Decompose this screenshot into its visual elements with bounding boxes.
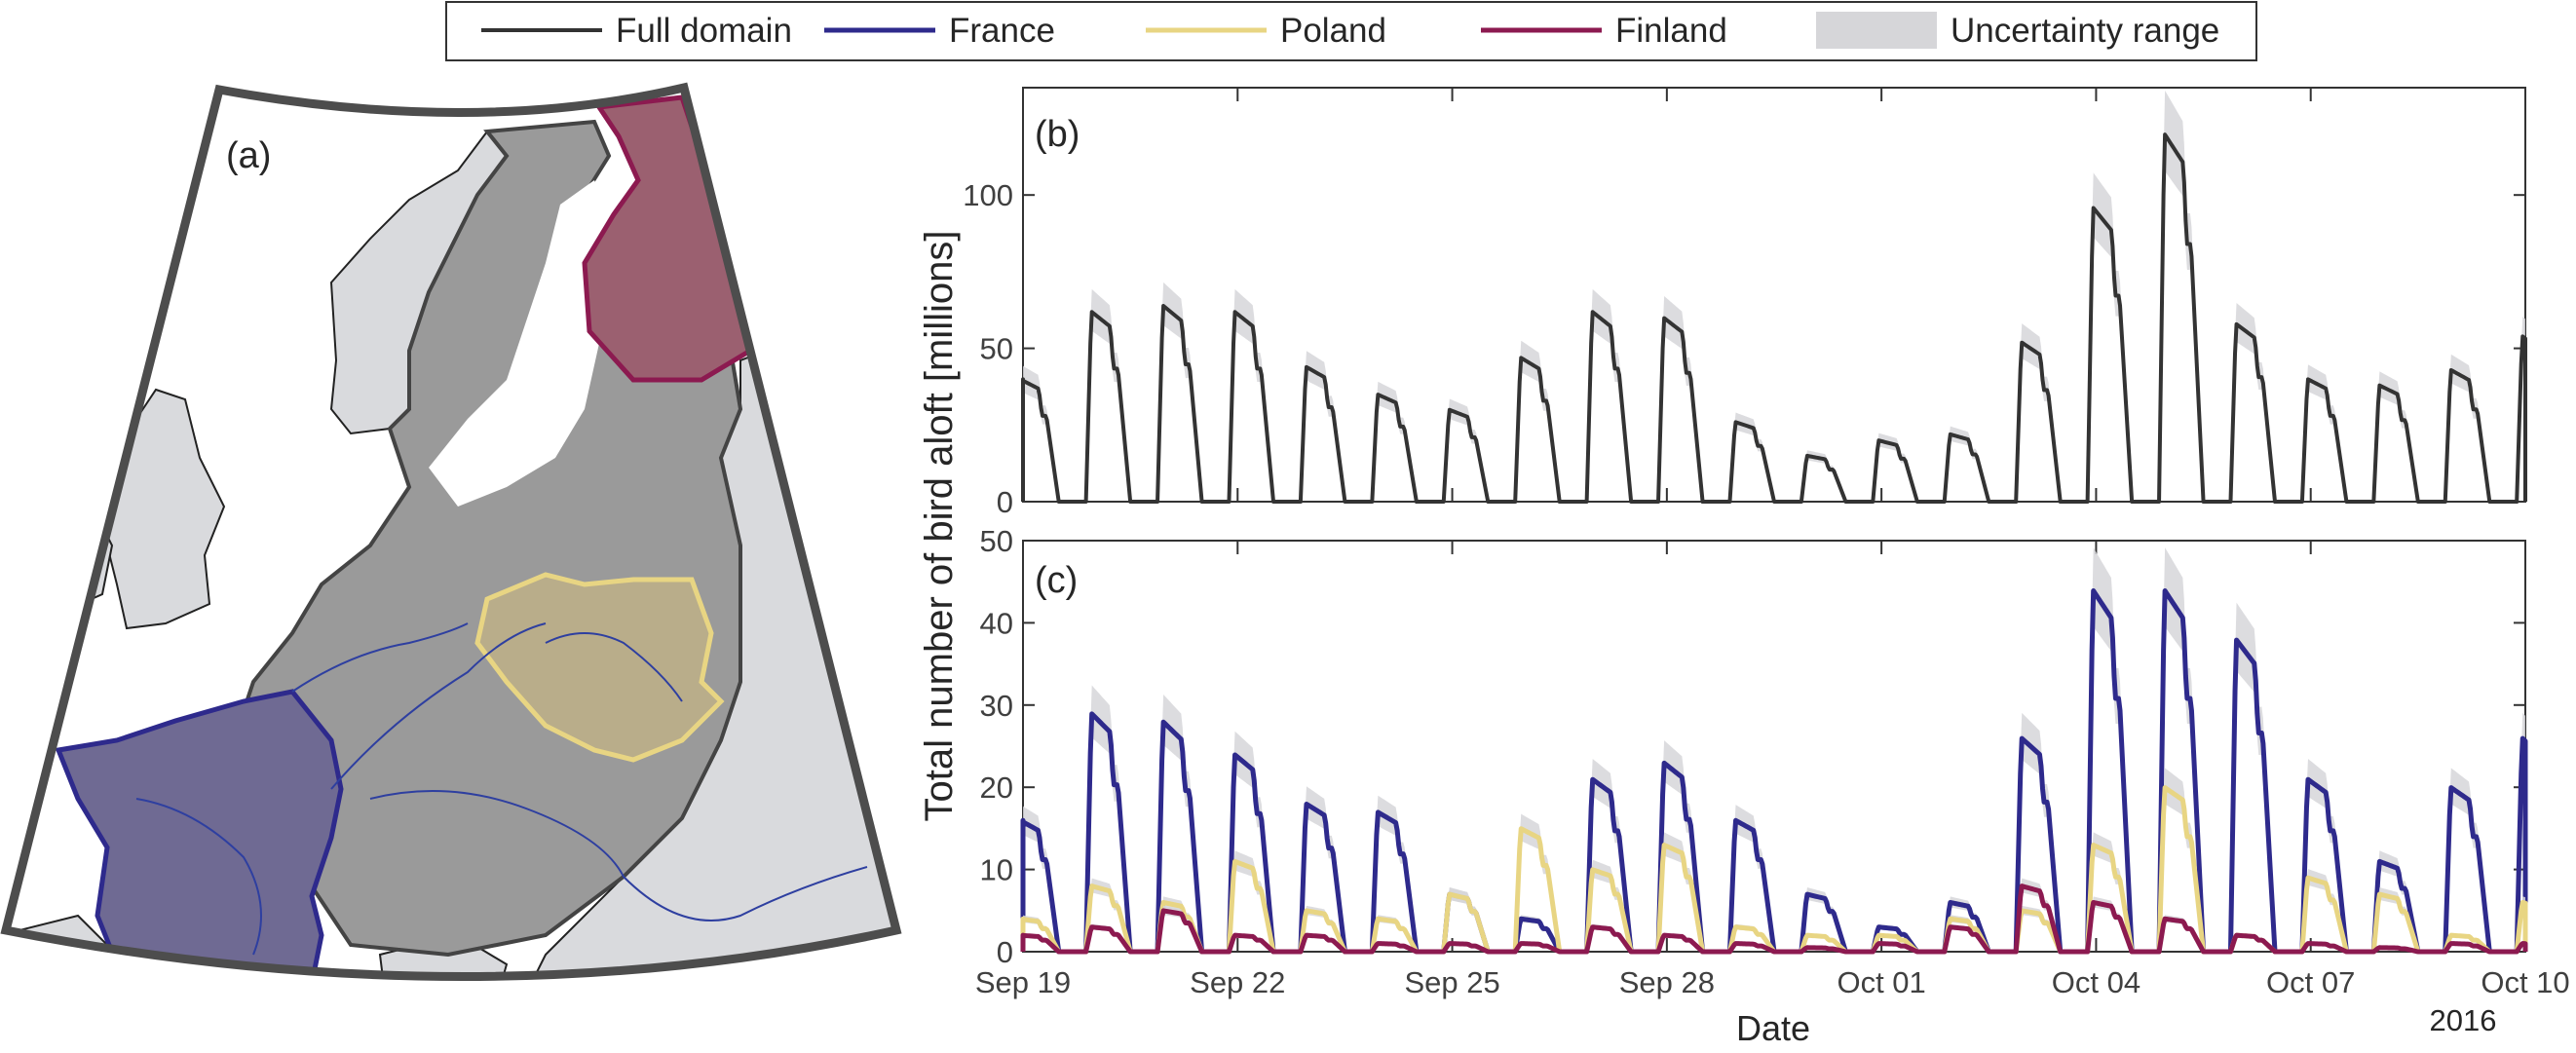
series-line-france [1020,588,2528,955]
legend-label-poland: Poland [1280,12,1386,50]
panel-b-label: (b) [1035,114,1080,155]
panel-c-x-axis: Sep 19 Sep 22 Sep 25 Sep 28 Oct 01 Oct 04 Oct … [975,541,2570,999]
panel-c: 0 10 20 30 40 50 Sep 19 Sep 22 Sep 25 Sep 28 Oct … [975,524,2570,999]
panel-b: 0 50 100 (b) [963,87,2527,519]
x-tick-label: Sep 22 [1190,965,1285,999]
x-axis-label: Date [1736,1008,1810,1048]
legend: Full domain France Poland Finland Uncert… [445,1,2257,61]
y-tick-label: 20 [980,771,1013,805]
legend-item-poland: Poland [1146,12,1386,50]
map-poland [474,572,725,763]
panel-b-frame [1022,87,2526,503]
map-frame [0,82,902,981]
legend-label-france: France [949,12,1055,50]
uncertainty-band-poland [1023,768,2525,952]
x-tick-label: Sep 19 [975,965,1071,999]
panel-c-series [1020,547,2528,955]
panel-b-series [1021,90,2527,504]
map-baltic-sea [429,180,614,507]
legend-box [445,1,2257,61]
x-tick-label: Oct 07 [2266,965,2355,999]
uncertainty-band-full-domain [1023,90,2525,502]
series-line-finland [1020,884,2528,955]
y-tick-label: 100 [963,178,1013,212]
y-tick-label: 50 [980,332,1013,366]
x-tick-label: Oct 10 [2481,965,2569,999]
legend-item-full-domain: Full domain [481,12,792,50]
year-label: 2016 [2430,1003,2497,1037]
legend-label-uncertainty: Uncertainty range [1951,12,2219,50]
panel-b-x-ticks [1022,88,2526,502]
y-tick-label: 10 [980,853,1013,887]
y-tick-label: 0 [997,935,1013,969]
legend-item-uncertainty: Uncertainty range [1816,12,2219,50]
y-tick-label: 0 [997,485,1013,519]
x-tick-label: Sep 25 [1404,965,1499,999]
map-rivers [135,622,868,956]
uncertainty-band-france [1023,547,2525,952]
y-tick-label: 40 [980,606,1013,640]
panel-b-y-axis: 0 50 100 [963,178,2525,519]
y-tick-label: 30 [980,689,1013,723]
series-line-full-domain [1021,132,2527,504]
legend-item-finland: Finland [1481,12,1727,50]
x-tick-label: Oct 04 [2052,965,2140,999]
y-axis-label: Total number of bird aloft [millions] [918,231,961,822]
legend-label-full-domain: Full domain [616,12,792,50]
x-tick-label: Oct 01 [1837,965,1925,999]
map-panel: (a) [0,82,902,981]
map-france [55,689,344,977]
x-tick-label: Sep 28 [1619,965,1715,999]
legend-swatch-uncertainty [1816,12,1937,49]
legend-item-france: France [824,12,1055,50]
panel-c-y-axis: 0 10 20 30 40 50 [980,524,2525,969]
panel-c-label: (c) [1035,560,1078,601]
y-tick-label: 50 [980,524,1013,558]
legend-label-finland: Finland [1615,12,1727,50]
panel-a-label: (a) [226,135,271,176]
